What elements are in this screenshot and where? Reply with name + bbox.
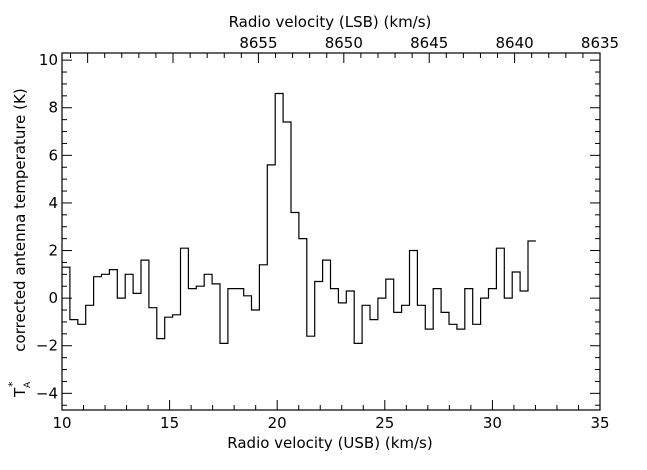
y-tick-label: 4 xyxy=(48,194,58,212)
right-axis-ticks xyxy=(590,59,600,406)
bottom-axis-label: Radio velocity (USB) (km/s) xyxy=(227,434,432,452)
y-tick-label: −4 xyxy=(36,384,58,402)
y-tick-label: 0 xyxy=(48,289,58,307)
x2-tick-label: 8655 xyxy=(239,34,277,52)
y-tick-label: 10 xyxy=(39,51,58,69)
y-tick-label: 8 xyxy=(48,99,58,117)
x-tick-label: 30 xyxy=(483,414,502,432)
bottom-axis-ticks: 10 15 20 25 30 35 xyxy=(52,400,610,432)
spectrum-series-line xyxy=(62,92,536,344)
x-tick-label: 15 xyxy=(160,414,179,432)
plot-frame xyxy=(61,52,601,411)
y-tick-label: 2 xyxy=(48,242,58,260)
x-tick-label: 20 xyxy=(268,414,287,432)
y-axis-symbol-subscript: A xyxy=(23,381,33,388)
x-tick-label: 10 xyxy=(52,414,71,432)
y-axis-label: corrected antenna temperature (K) xyxy=(11,88,29,351)
y-axis-label-group: corrected antenna temperature (K) xyxy=(11,88,29,351)
x2-tick-label: 8650 xyxy=(325,34,363,52)
x2-tick-label: 8640 xyxy=(496,34,534,52)
y-tick-label: −2 xyxy=(36,337,58,355)
x-tick-label: 25 xyxy=(375,414,394,432)
left-axis-ticks: −4 −2 0 2 4 6 8 10 xyxy=(36,51,72,406)
x2-tick-label: 8645 xyxy=(410,34,448,52)
top-axis-ticks: 8655 8650 8645 8640 8635 xyxy=(70,34,619,63)
x-tick-label: 35 xyxy=(590,414,609,432)
y-axis-symbol: T xyxy=(11,387,29,398)
y-tick-label: 6 xyxy=(48,146,58,164)
y-axis-symbol-group: T A * xyxy=(6,381,33,398)
y-axis-symbol-superscript: * xyxy=(6,381,19,387)
x2-tick-label: 8635 xyxy=(581,34,619,52)
top-axis-label: Radio velocity (LSB) (km/s) xyxy=(229,13,432,31)
